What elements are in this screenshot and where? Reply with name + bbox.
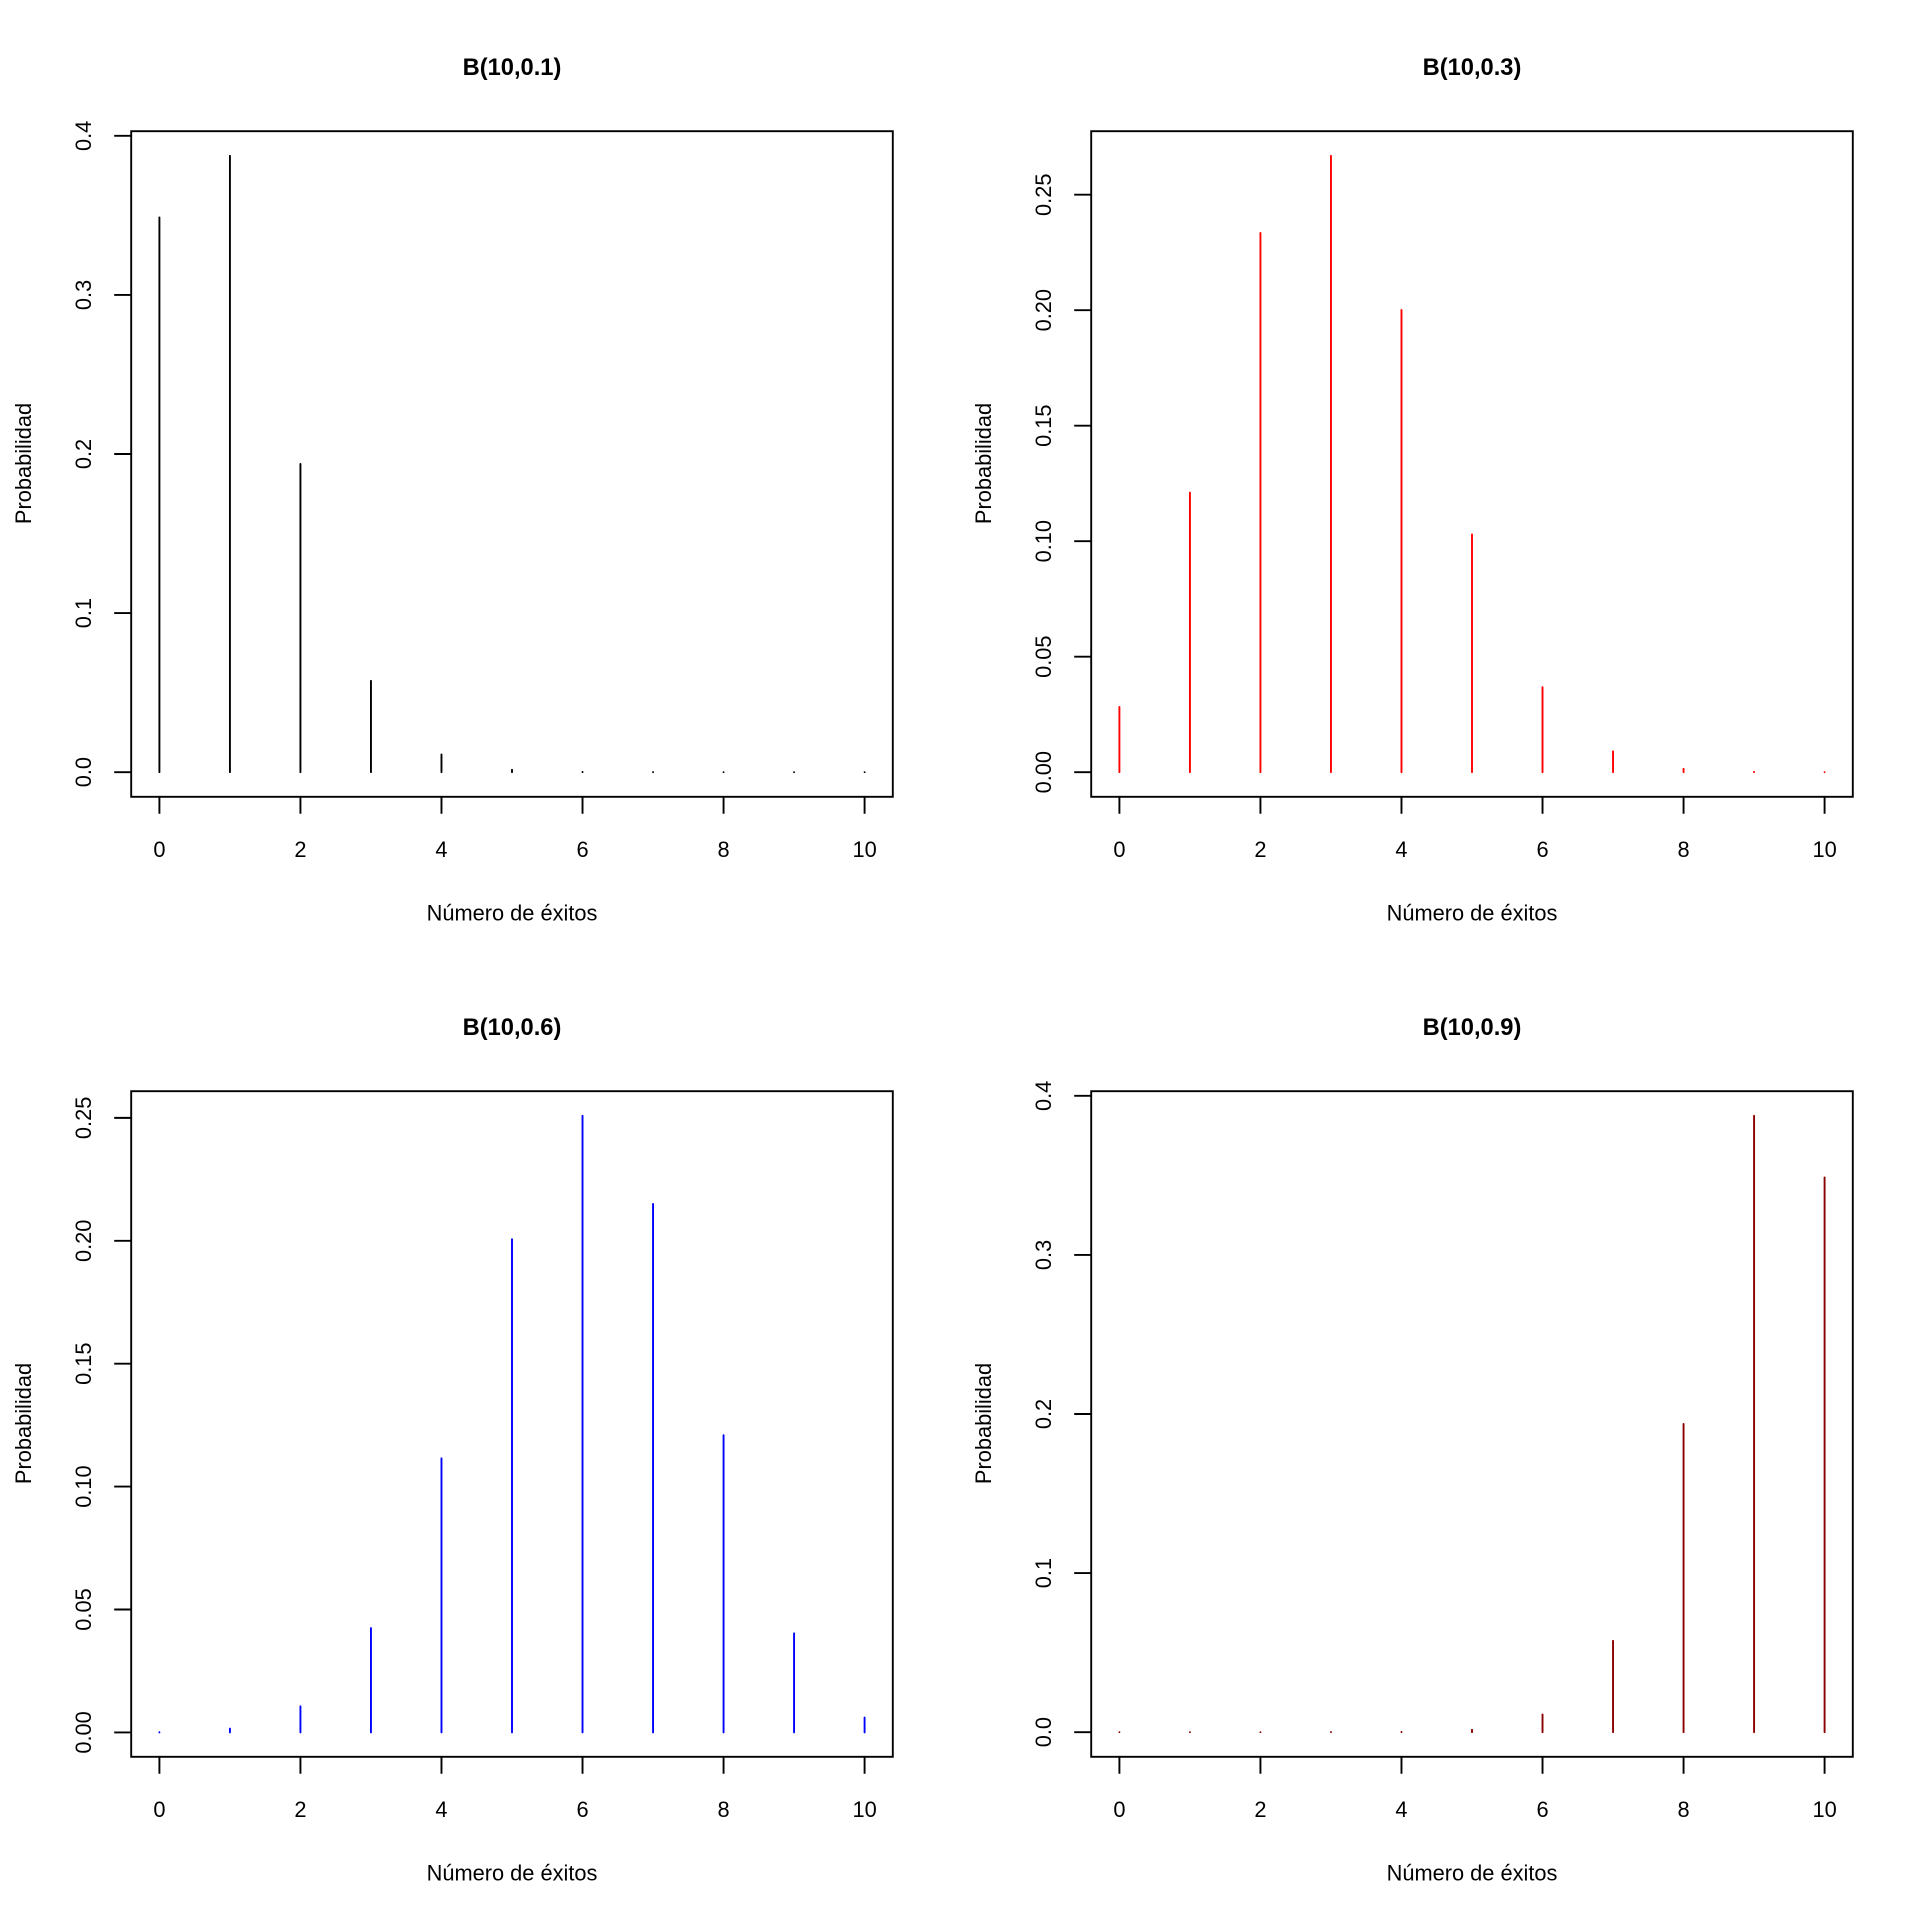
svg-text:2: 2 bbox=[294, 1797, 306, 1822]
svg-text:4: 4 bbox=[1395, 1797, 1407, 1822]
svg-text:B(10,0.1): B(10,0.1) bbox=[463, 55, 562, 81]
svg-text:B(10,0.3): B(10,0.3) bbox=[1423, 55, 1522, 81]
svg-text:0.3: 0.3 bbox=[1031, 1240, 1056, 1270]
svg-text:B(10,0.6): B(10,0.6) bbox=[463, 1015, 562, 1041]
svg-text:6: 6 bbox=[1536, 1797, 1548, 1822]
svg-text:2: 2 bbox=[1254, 1797, 1266, 1822]
svg-text:8: 8 bbox=[717, 837, 729, 862]
svg-text:6: 6 bbox=[576, 1797, 588, 1822]
svg-text:2: 2 bbox=[1254, 837, 1266, 862]
svg-text:8: 8 bbox=[717, 1797, 729, 1822]
svg-text:0: 0 bbox=[1113, 837, 1125, 862]
svg-text:0: 0 bbox=[153, 1797, 165, 1822]
svg-text:Probabilidad: Probabilidad bbox=[971, 403, 996, 524]
svg-text:0.0: 0.0 bbox=[1031, 1717, 1056, 1747]
svg-text:6: 6 bbox=[1536, 837, 1548, 862]
svg-text:0.3: 0.3 bbox=[71, 280, 96, 310]
svg-text:10: 10 bbox=[1812, 1797, 1836, 1822]
svg-text:0: 0 bbox=[153, 837, 165, 862]
svg-text:Probabilidad: Probabilidad bbox=[11, 1363, 36, 1484]
svg-text:B(10,0.9): B(10,0.9) bbox=[1423, 1015, 1522, 1041]
svg-text:4: 4 bbox=[1395, 837, 1407, 862]
svg-text:Probabilidad: Probabilidad bbox=[11, 403, 36, 524]
svg-text:0.15: 0.15 bbox=[71, 1342, 96, 1384]
svg-text:6: 6 bbox=[576, 837, 588, 862]
svg-text:10: 10 bbox=[1812, 837, 1836, 862]
svg-text:0.0: 0.0 bbox=[71, 757, 96, 787]
svg-text:0.10: 0.10 bbox=[1031, 520, 1056, 562]
svg-text:2: 2 bbox=[294, 837, 306, 862]
svg-text:Número de éxitos: Número de éxitos bbox=[1387, 1860, 1558, 1885]
svg-text:0.25: 0.25 bbox=[71, 1097, 96, 1139]
svg-text:0.20: 0.20 bbox=[1031, 289, 1056, 331]
svg-text:4: 4 bbox=[435, 1797, 447, 1822]
svg-text:Número de éxitos: Número de éxitos bbox=[1387, 900, 1558, 925]
svg-text:0.05: 0.05 bbox=[1031, 635, 1056, 677]
svg-text:0.4: 0.4 bbox=[71, 121, 96, 151]
svg-text:0.2: 0.2 bbox=[1031, 1399, 1056, 1429]
svg-text:0.2: 0.2 bbox=[71, 439, 96, 469]
svg-text:0.00: 0.00 bbox=[1031, 751, 1056, 793]
svg-text:0: 0 bbox=[1113, 1797, 1125, 1822]
svg-text:Número de éxitos: Número de éxitos bbox=[427, 900, 598, 925]
svg-text:0.05: 0.05 bbox=[71, 1588, 96, 1630]
svg-text:8: 8 bbox=[1677, 1797, 1689, 1822]
svg-text:0.15: 0.15 bbox=[1031, 404, 1056, 446]
svg-text:10: 10 bbox=[852, 1797, 876, 1822]
svg-text:10: 10 bbox=[852, 837, 876, 862]
svg-text:0.4: 0.4 bbox=[1031, 1081, 1056, 1111]
svg-text:Número de éxitos: Número de éxitos bbox=[427, 1860, 598, 1885]
svg-text:0.20: 0.20 bbox=[71, 1220, 96, 1262]
svg-text:0.00: 0.00 bbox=[71, 1711, 96, 1753]
svg-text:4: 4 bbox=[435, 837, 447, 862]
svg-text:8: 8 bbox=[1677, 837, 1689, 862]
svg-text:0.1: 0.1 bbox=[1031, 1558, 1056, 1588]
svg-text:0.1: 0.1 bbox=[71, 598, 96, 628]
svg-text:0.25: 0.25 bbox=[1031, 174, 1056, 216]
svg-text:Probabilidad: Probabilidad bbox=[971, 1363, 996, 1484]
svg-text:0.10: 0.10 bbox=[71, 1465, 96, 1507]
